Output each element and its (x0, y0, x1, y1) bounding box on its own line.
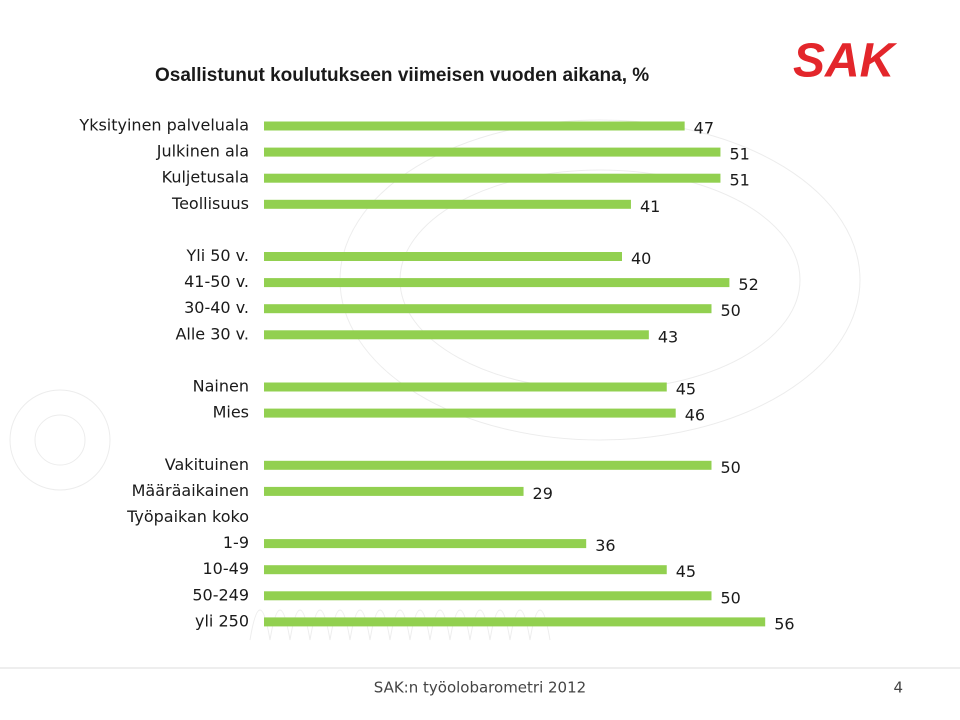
value-label: 45 (676, 562, 696, 581)
value-label: 47 (694, 119, 714, 138)
value-label: 40 (631, 249, 651, 268)
bar (264, 199, 631, 209)
category-label: 50-249 (192, 585, 249, 604)
bar (264, 121, 685, 131)
value-label: 50 (721, 301, 741, 320)
value-label: 52 (738, 275, 758, 294)
category-label: Kuljetusala (162, 168, 249, 187)
page-number: 4 (893, 679, 903, 697)
category-label: 1-9 (223, 533, 249, 552)
category-label: Julkinen ala (156, 142, 249, 161)
bar (264, 147, 721, 157)
category-label: Yksityinen palveluala (78, 116, 249, 135)
chart-title: Osallistunut koulutukseen viimeisen vuod… (155, 65, 649, 86)
bar (264, 330, 649, 340)
value-label: 36 (595, 536, 615, 555)
bar (264, 565, 667, 575)
value-label: 43 (658, 327, 678, 346)
value-label: 50 (721, 458, 741, 477)
footer: SAK:n työolobarometri 2012 (374, 679, 586, 697)
bar (264, 591, 712, 601)
bar (264, 382, 667, 392)
bar (264, 539, 587, 549)
bar (264, 486, 524, 496)
bar (264, 278, 730, 288)
bar (264, 460, 712, 470)
category-label: 30-40 v. (184, 298, 249, 317)
category-label: Yli 50 v. (185, 246, 249, 265)
category-label: Teollisuus (171, 194, 249, 213)
category-label: Työpaikan koko (126, 507, 249, 526)
category-label: Nainen (193, 377, 249, 396)
value-label: 41 (640, 197, 660, 216)
value-label: 45 (676, 380, 696, 399)
value-label: 50 (721, 588, 741, 607)
bar (264, 617, 766, 627)
value-label: 56 (774, 614, 794, 633)
value-label: 46 (685, 406, 705, 425)
category-label: 41-50 v. (184, 272, 249, 291)
category-label: yli 250 (195, 611, 249, 630)
bar (264, 408, 676, 418)
bar (264, 252, 622, 261)
category-label: Määräaikainen (132, 481, 249, 500)
value-label: 51 (729, 171, 749, 190)
background-decoration (9, 119, 861, 641)
bar (264, 304, 712, 314)
bar (264, 173, 721, 183)
category-label: 10-49 (203, 559, 250, 578)
value-label: 29 (533, 484, 553, 503)
category-label: Vakituinen (165, 455, 249, 474)
logo: SAK (793, 35, 898, 88)
value-label: 51 (729, 145, 749, 164)
category-label: Alle 30 v. (175, 324, 249, 343)
category-label: Mies (213, 403, 249, 422)
